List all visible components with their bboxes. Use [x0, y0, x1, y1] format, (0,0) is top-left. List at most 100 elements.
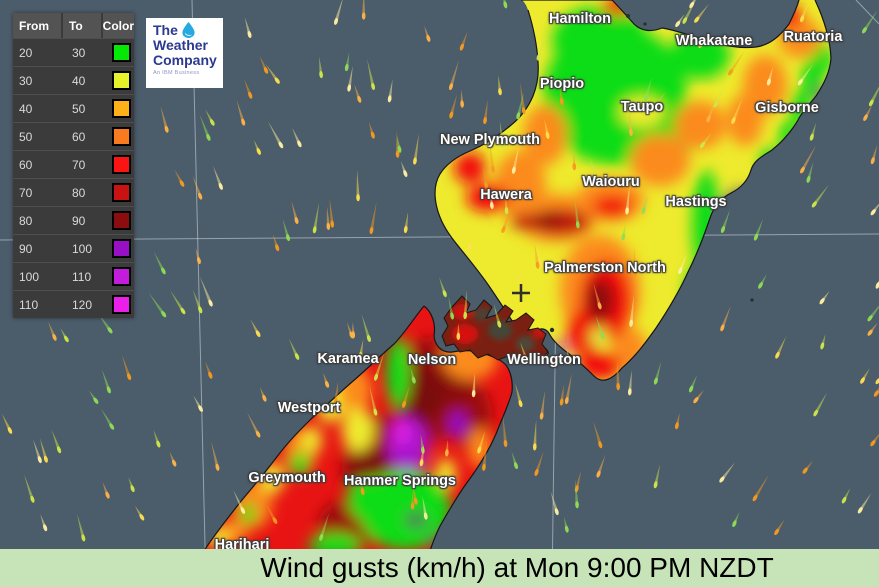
wind-streak-icon	[459, 31, 468, 51]
wind-streak-icon	[875, 361, 879, 385]
wind-streak-icon	[326, 206, 331, 230]
wind-streak-icon	[689, 0, 699, 9]
legend-to-value: 70	[72, 157, 86, 172]
wind-streak-icon	[265, 63, 280, 84]
wind-streak-icon	[820, 333, 826, 350]
wind-streak-icon	[572, 153, 577, 171]
wind-streak-icon	[675, 14, 685, 28]
wind-streak-icon	[174, 169, 185, 187]
wind-streak-icon	[400, 161, 408, 177]
wind-streak-icon	[653, 91, 666, 109]
logo-tagline: An IBM Business	[153, 70, 200, 76]
wind-streak-icon	[354, 84, 362, 103]
wind-streak-icon	[48, 321, 57, 341]
wind-streak-icon	[628, 105, 633, 136]
wind-streak-icon	[403, 211, 409, 234]
wind-streak-icon	[625, 184, 630, 215]
wind-streak-icon	[800, 1, 809, 23]
wind-streak-icon	[101, 369, 111, 394]
wind-streak-icon	[199, 276, 213, 307]
wind-streak-icon	[410, 367, 416, 384]
wind-streak-icon	[867, 298, 879, 322]
wind-streak-icon	[193, 395, 203, 412]
wind-streak-icon	[333, 381, 339, 405]
wind-streak-icon	[809, 122, 817, 141]
wind-streak-layer	[1, 0, 879, 542]
wind-streak-icon	[550, 491, 559, 516]
wind-streak-icon	[329, 198, 335, 228]
caption-bar: Wind gusts (km/h) at Mon 9:00 PM NZDT	[0, 549, 879, 587]
wind-streak-icon	[857, 492, 872, 514]
wind-streak-icon	[589, 157, 600, 188]
legend-to-value: 90	[72, 213, 86, 228]
wind-streak-icon	[253, 139, 261, 155]
wind-streak-icon	[213, 165, 223, 190]
legend-to-value: 50	[72, 101, 86, 116]
legend-row: 80 90	[13, 206, 134, 234]
wind-streak-icon	[559, 83, 564, 106]
wind-streak-icon	[422, 495, 428, 520]
wind-streak-icon	[596, 455, 606, 478]
wind-streak-icon	[419, 443, 425, 467]
wind-streak-icon	[192, 289, 203, 314]
wind-streak-icon	[501, 0, 508, 9]
wind-streak-icon	[467, 234, 472, 251]
legend-to-value: 40	[72, 73, 86, 88]
wind-streak-icon	[806, 161, 814, 183]
wind-streak-icon	[369, 202, 377, 235]
wind-streak-icon	[247, 412, 261, 438]
legend-row: 30 40	[13, 66, 134, 94]
wind-streak-icon	[282, 218, 291, 242]
south-island-coastline	[185, 305, 513, 587]
wind-streak-icon	[333, 0, 344, 25]
wind-streak-icon	[259, 387, 267, 402]
wind-streak-icon	[861, 9, 878, 34]
wind-streak-icon	[731, 97, 743, 125]
wind-streak-icon	[449, 94, 458, 119]
wind-streak-icon	[460, 89, 464, 108]
wind-streak-icon	[483, 99, 488, 125]
wind-streak-icon	[819, 291, 830, 305]
wind-streak-icon	[192, 175, 203, 200]
wind-streak-icon	[369, 385, 378, 416]
wind-streak-icon	[401, 385, 410, 408]
north-island-coastline	[434, 0, 832, 381]
wind-streak-icon	[387, 79, 393, 103]
wind-streak-icon	[499, 120, 505, 149]
wind-streak-icon	[678, 253, 687, 275]
wind-streak-icon	[873, 374, 879, 397]
legend-to-value: 110	[72, 269, 92, 284]
wind-streak-icon	[477, 431, 486, 454]
wind-streak-icon	[410, 491, 415, 510]
legend-color-swatch	[111, 155, 131, 174]
legend-from-value: 100	[19, 269, 40, 284]
legend-color-swatch	[111, 99, 131, 118]
legend-from-value: 90	[19, 241, 33, 256]
wind-streak-icon	[323, 372, 330, 388]
wind-streak-icon	[413, 133, 419, 165]
wind-streak-icon	[867, 322, 878, 336]
wind-streak-icon	[489, 142, 495, 173]
wind-streak-icon	[811, 184, 830, 208]
wind-streak-icon	[559, 384, 564, 406]
wind-streak-icon	[356, 169, 360, 202]
wind-streak-icon	[595, 315, 605, 340]
wind-streak-icon	[424, 25, 431, 42]
wind-streak-icon	[699, 132, 712, 149]
legend-to-value: 80	[72, 185, 86, 200]
wind-streak-icon	[24, 474, 35, 503]
wind-streak-icon	[758, 274, 767, 289]
legend-color-swatch	[111, 71, 131, 90]
wind-streak-icon	[515, 382, 523, 408]
legend-to-value: 60	[72, 129, 86, 144]
legend-from-value: 40	[19, 101, 33, 116]
legend-color-swatch	[111, 211, 131, 230]
wind-streak-icon	[632, 246, 637, 278]
wind-streak-icon	[593, 282, 602, 310]
legend-from-value: 70	[19, 185, 33, 200]
wind-streak-icon	[358, 338, 364, 360]
wind-streak-icon	[797, 64, 813, 86]
legend-header-row: From To Color	[13, 13, 134, 38]
wind-streak-icon	[575, 479, 579, 509]
